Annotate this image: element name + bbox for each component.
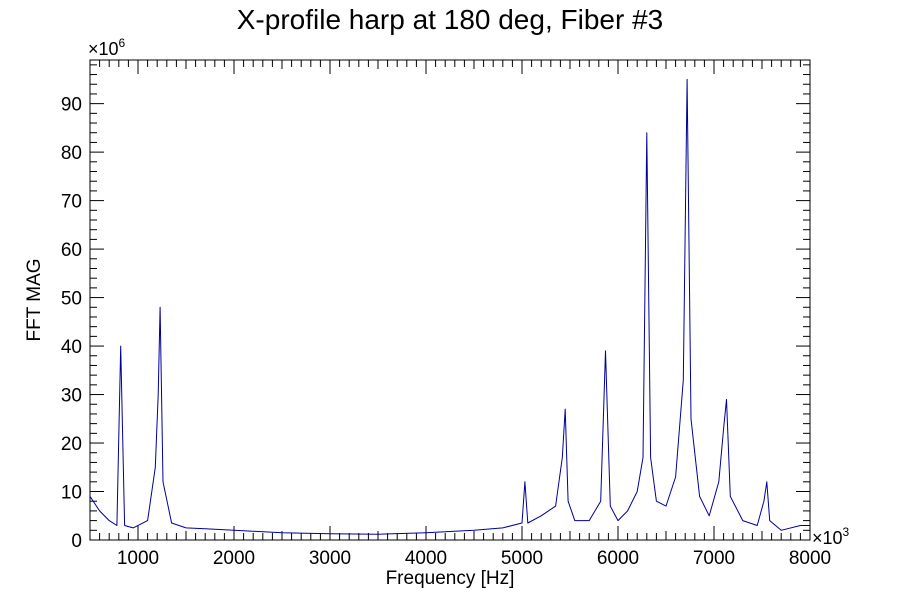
- y-tick-label: 30: [61, 386, 82, 407]
- x-axis-tick-labels: 1000 2000 3000 4000 5000 6000 7000 8000: [117, 548, 831, 569]
- plot-frame: [89, 59, 811, 541]
- y-tick-label: 70: [61, 192, 82, 213]
- x-tick-label: 6000: [597, 548, 639, 569]
- x-axis-title: Frequency [Hz]: [386, 568, 515, 589]
- x-tick-label: 5000: [501, 548, 543, 569]
- y-tick-label: 60: [61, 240, 82, 261]
- y-tick-label: 0: [71, 531, 82, 552]
- y-tick-label: 20: [61, 434, 82, 455]
- x-multiplier-exponent: 3: [843, 525, 850, 539]
- x-multiplier-base: ×10: [812, 528, 843, 548]
- fft-magnitude-series-line: [89, 78, 810, 535]
- y-multiplier-base: ×10: [88, 39, 119, 59]
- y-tick-label: 10: [61, 483, 82, 504]
- y-multiplier-exponent: 6: [119, 36, 126, 50]
- y-axis-ticks: [90, 64, 810, 541]
- x-tick-label: 3000: [309, 548, 351, 569]
- x-tick-label: 1000: [117, 548, 159, 569]
- x-tick-label: 4000: [405, 548, 447, 569]
- y-tick-label: 40: [61, 337, 82, 358]
- x-axis-ticks: [89, 60, 811, 540]
- y-axis-title: FFT MAG: [24, 258, 45, 341]
- y-tick-label: 50: [61, 289, 82, 310]
- x-tick-label: 7000: [693, 548, 735, 569]
- x-axis-multiplier: ×103: [812, 525, 850, 548]
- y-tick-label: 80: [61, 143, 82, 164]
- y-axis-multiplier: ×106: [88, 36, 126, 59]
- y-axis-tick-labels: 0 10 20 30 40 50 60 70 80 90: [61, 95, 82, 552]
- chart-title: X-profile harp at 180 deg, Fiber #3: [237, 4, 663, 35]
- x-tick-label: 8000: [789, 548, 831, 569]
- x-tick-label: 2000: [213, 548, 255, 569]
- y-tick-label: 90: [61, 95, 82, 116]
